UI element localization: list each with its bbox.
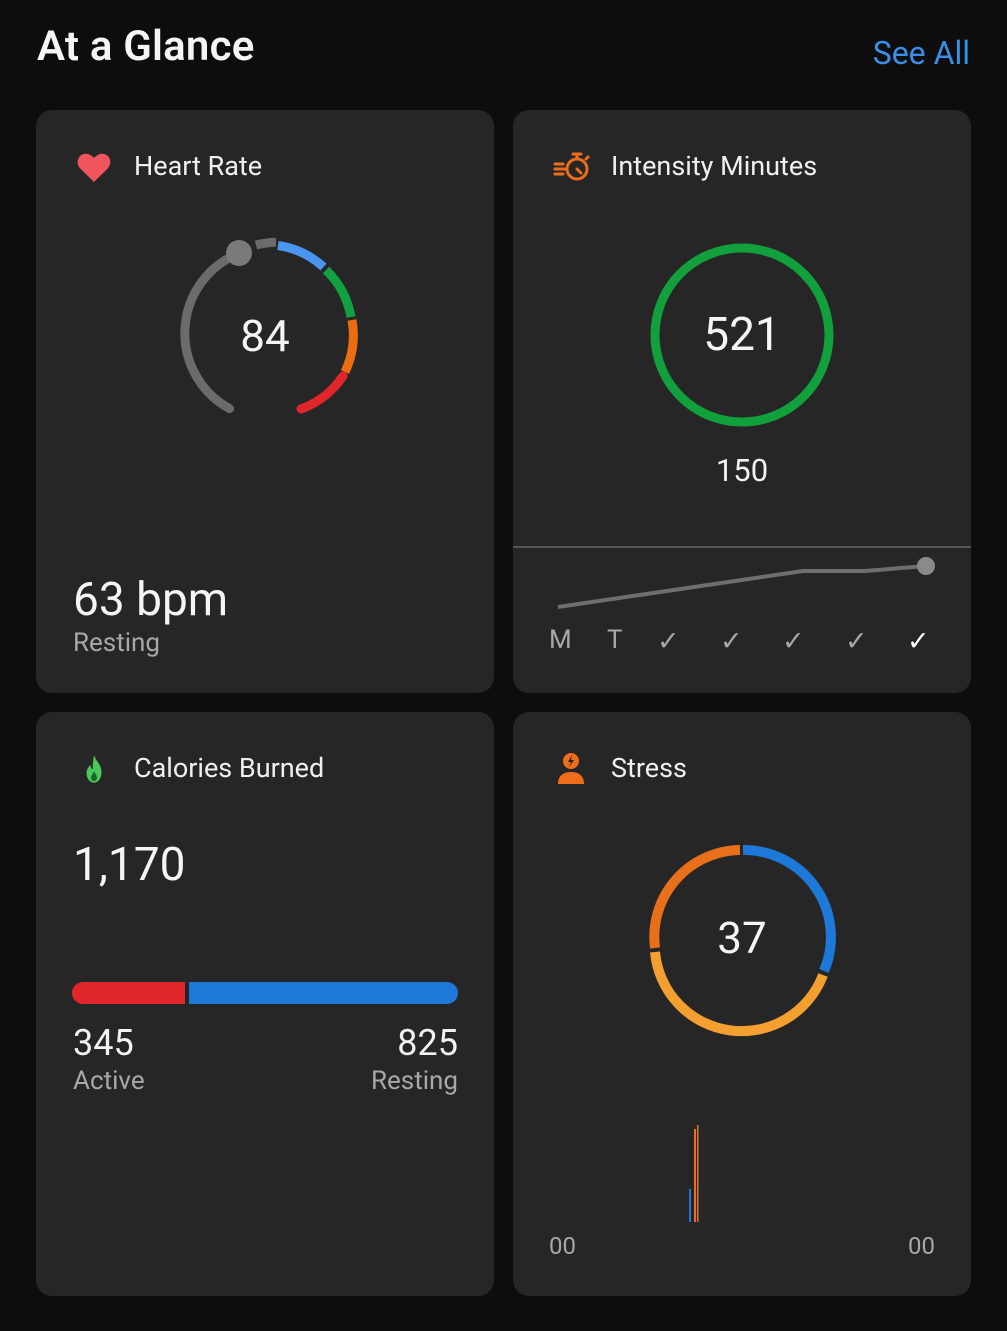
stress-person-icon <box>558 753 584 784</box>
divider <box>513 546 971 548</box>
intensity-minutes-value: 521 <box>703 308 781 362</box>
stress-value: 37 <box>717 912 767 964</box>
day-check-icon: ✓ <box>782 625 805 657</box>
heart-rate-gauge <box>180 237 358 414</box>
resting-calories-label: Resting <box>370 1066 458 1096</box>
day-check-icon: ✓ <box>720 625 743 657</box>
heart-icon <box>77 153 111 182</box>
resting-calories-bar <box>189 982 458 1004</box>
calories-card[interactable]: Calories Burned 1,170 345 Active 825 Res… <box>36 712 494 1296</box>
resting-heart-rate-label: Resting <box>73 628 161 658</box>
heart-rate-current-value: 84 <box>240 310 290 362</box>
intensity-goal-value: 150 <box>715 452 769 489</box>
gauge-marker <box>226 240 252 266</box>
resting-calories-value: 825 <box>397 1022 458 1064</box>
weekly-trend-line <box>557 557 935 609</box>
stress-end-time: 00 <box>908 1232 935 1260</box>
stress-ring <box>649 844 836 1037</box>
stopwatch-icon <box>553 152 590 181</box>
stress-card[interactable]: Stress 37 00 00 <box>513 712 971 1296</box>
page-title: At a Glance <box>37 22 255 71</box>
resting-heart-rate-value: 63 bpm <box>73 573 229 627</box>
calories-total-value: 1,170 <box>73 838 186 892</box>
day-label: M <box>549 625 572 655</box>
intensity-minutes-title: Intensity Minutes <box>611 150 818 182</box>
active-calories-value: 345 <box>73 1022 134 1064</box>
flame-icon <box>86 755 102 783</box>
header: At a Glance See All <box>0 0 1007 100</box>
day-label: T <box>607 625 623 655</box>
stress-start-time: 00 <box>549 1232 576 1260</box>
intensity-ring <box>650 243 834 427</box>
day-check-icon: ✓ <box>907 625 930 657</box>
heart-rate-card[interactable]: Heart Rate 84 63 bpm Resting <box>36 110 494 693</box>
stress-timeline-chart <box>689 1125 699 1222</box>
see-all-link[interactable]: See All <box>872 34 970 72</box>
calories-split-bar <box>72 982 458 1004</box>
heart-rate-title: Heart Rate <box>134 150 263 182</box>
day-check-icon: ✓ <box>657 625 680 657</box>
active-calories-bar <box>72 982 185 1004</box>
stress-title: Stress <box>611 752 687 784</box>
week-days-row: M T ✓ ✓ ✓ ✓ ✓ <box>513 625 971 661</box>
active-calories-label: Active <box>73 1066 145 1096</box>
intensity-minutes-card[interactable]: Intensity Minutes 521 150 M T ✓ ✓ ✓ ✓ ✓ <box>513 110 971 693</box>
day-check-icon: ✓ <box>845 625 868 657</box>
calories-title: Calories Burned <box>134 752 325 784</box>
